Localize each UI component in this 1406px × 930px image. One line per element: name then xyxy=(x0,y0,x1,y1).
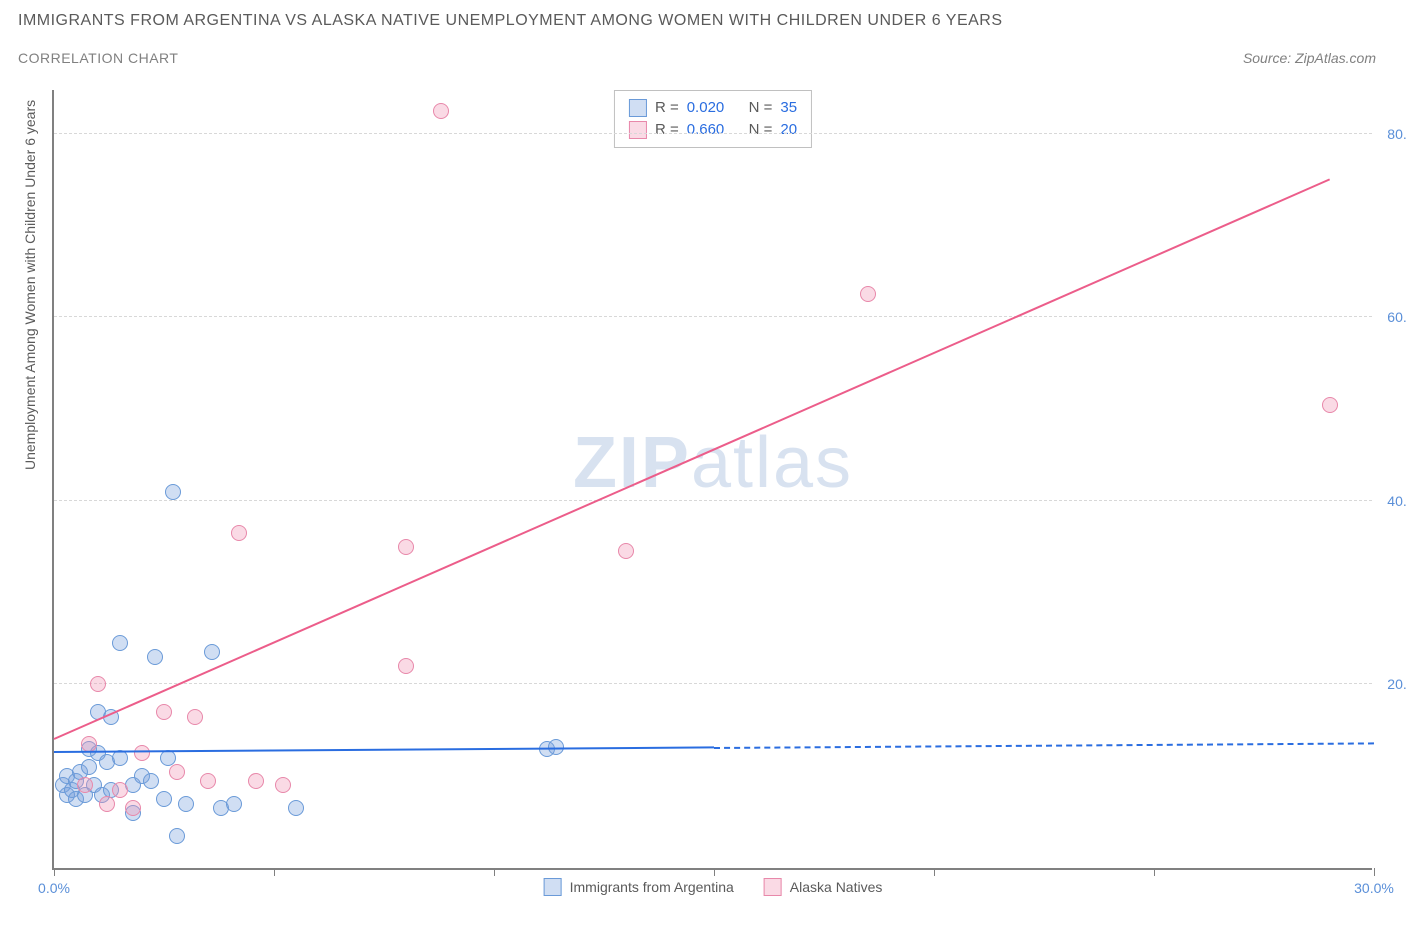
y-tick-label: 60.0% xyxy=(1387,309,1406,325)
source-prefix: Source: xyxy=(1243,50,1295,66)
legend-bottom: Immigrants from Argentina Alaska Natives xyxy=(544,878,883,896)
x-tick-label: 0.0% xyxy=(38,880,70,896)
legend-n-value-0: 35 xyxy=(780,97,797,119)
x-tick xyxy=(934,868,935,876)
legend-swatch-blue xyxy=(629,99,647,117)
legend-r-label: R = xyxy=(655,119,679,141)
x-tick xyxy=(714,868,715,876)
data-point xyxy=(618,543,634,559)
source-name: ZipAtlas.com xyxy=(1295,50,1376,66)
legend-r-label: R = xyxy=(655,97,679,119)
legend-stats-box: R = 0.020 N = 35 R = 0.660 N = 20 xyxy=(614,90,812,148)
data-point xyxy=(275,777,291,793)
x-tick xyxy=(54,868,55,876)
data-point xyxy=(99,796,115,812)
data-point xyxy=(226,796,242,812)
x-tick xyxy=(1154,868,1155,876)
data-point xyxy=(204,644,220,660)
data-point xyxy=(169,828,185,844)
y-tick-label: 80.0% xyxy=(1387,126,1406,142)
legend-bottom-label-0: Immigrants from Argentina xyxy=(570,879,734,895)
data-point xyxy=(1322,397,1338,413)
legend-r-value-0: 0.020 xyxy=(687,97,725,119)
data-point xyxy=(165,484,181,500)
data-point xyxy=(112,635,128,651)
trend-line xyxy=(54,178,1331,740)
data-point xyxy=(134,745,150,761)
legend-bottom-item-1: Alaska Natives xyxy=(764,878,883,896)
y-axis-title: Unemployment Among Women with Children U… xyxy=(22,100,38,470)
chart-title: IMMIGRANTS FROM ARGENTINA VS ALASKA NATI… xyxy=(18,12,1003,30)
data-point xyxy=(147,649,163,665)
legend-bottom-label-1: Alaska Natives xyxy=(790,879,883,895)
data-point xyxy=(77,777,93,793)
legend-row-series-0: R = 0.020 N = 35 xyxy=(629,97,797,119)
data-point xyxy=(169,764,185,780)
trend-line xyxy=(54,747,714,754)
watermark-rest: atlas xyxy=(691,423,853,503)
x-tick xyxy=(274,868,275,876)
chart-subtitle: CORRELATION CHART xyxy=(18,50,178,66)
data-point xyxy=(125,800,141,816)
legend-bottom-item-0: Immigrants from Argentina xyxy=(544,878,734,896)
data-point xyxy=(187,709,203,725)
legend-r-value-1: 0.660 xyxy=(687,119,725,141)
trend-line xyxy=(714,742,1374,749)
legend-n-value-1: 20 xyxy=(780,119,797,141)
data-point xyxy=(860,286,876,302)
source-attribution: Source: ZipAtlas.com xyxy=(1243,50,1376,66)
data-point xyxy=(200,773,216,789)
watermark-bold: ZIP xyxy=(573,423,691,503)
data-point xyxy=(433,103,449,119)
y-tick-label: 40.0% xyxy=(1387,493,1406,509)
data-point xyxy=(81,759,97,775)
data-point xyxy=(156,791,172,807)
x-tick-label: 30.0% xyxy=(1354,880,1394,896)
plot-area: ZIPatlas R = 0.020 N = 35 R = 0.660 N = … xyxy=(52,90,1372,870)
gridline xyxy=(54,500,1372,501)
gridline xyxy=(54,316,1372,317)
data-point xyxy=(112,782,128,798)
data-point xyxy=(398,658,414,674)
x-tick xyxy=(494,868,495,876)
data-point xyxy=(90,676,106,692)
data-point xyxy=(288,800,304,816)
legend-n-label: N = xyxy=(749,97,773,119)
legend-swatch-pink xyxy=(764,878,782,896)
legend-swatch-pink xyxy=(629,121,647,139)
data-point xyxy=(156,704,172,720)
gridline xyxy=(54,133,1372,134)
data-point xyxy=(178,796,194,812)
legend-swatch-blue xyxy=(544,878,562,896)
data-point xyxy=(398,539,414,555)
data-point xyxy=(248,773,264,789)
legend-row-series-1: R = 0.660 N = 20 xyxy=(629,119,797,141)
data-point xyxy=(231,525,247,541)
data-point xyxy=(143,773,159,789)
x-tick xyxy=(1374,868,1375,876)
y-tick-label: 20.0% xyxy=(1387,676,1406,692)
gridline xyxy=(54,683,1372,684)
legend-n-label: N = xyxy=(749,119,773,141)
